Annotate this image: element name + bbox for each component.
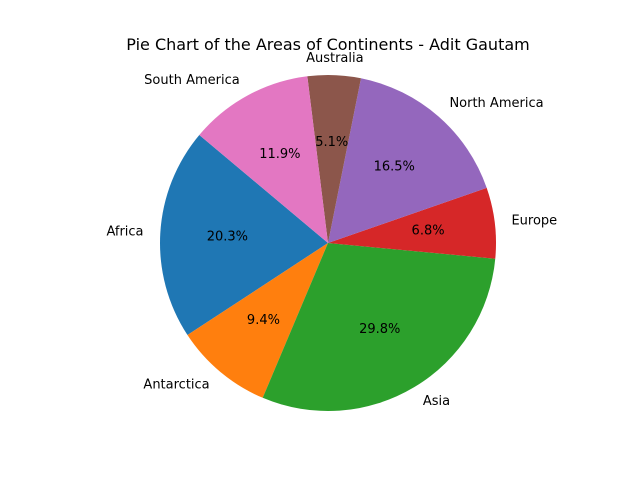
slice-percent-asia: 29.8% xyxy=(359,322,400,337)
slice-percent-south-america: 11.9% xyxy=(259,147,300,162)
slice-percent-europe: 6.8% xyxy=(412,223,445,238)
slice-label-australia: Australia xyxy=(306,51,364,66)
pie-labels: Africa 20.3% Antarctica 9.4% Asia 29.8% Europe… xyxy=(106,51,557,409)
slice-percent-antarctica: 9.4% xyxy=(247,313,280,328)
chart-title: Pie Chart of the Areas of Continents - A… xyxy=(126,35,529,54)
slice-north-america xyxy=(328,78,487,243)
slice-label-asia: Asia xyxy=(423,394,450,409)
slice-label-antarctica: Antarctica xyxy=(143,377,209,392)
slice-europe xyxy=(328,187,496,259)
slice-percent-australia: 5.1% xyxy=(315,135,348,150)
slice-africa xyxy=(160,135,328,336)
slice-south-america xyxy=(199,76,328,243)
slice-label-europe: Europe xyxy=(511,213,557,228)
slice-label-south-america: South America xyxy=(144,73,240,88)
slice-percent-africa: 20.3% xyxy=(207,230,248,245)
slice-label-north-america: North America xyxy=(449,96,543,111)
slice-australia xyxy=(307,75,361,244)
slice-asia xyxy=(262,243,496,411)
slice-antarctica xyxy=(187,243,328,398)
pie-slices xyxy=(160,75,496,411)
slice-percent-north-america: 16.5% xyxy=(374,160,415,175)
slice-label-africa: Africa xyxy=(106,225,143,240)
